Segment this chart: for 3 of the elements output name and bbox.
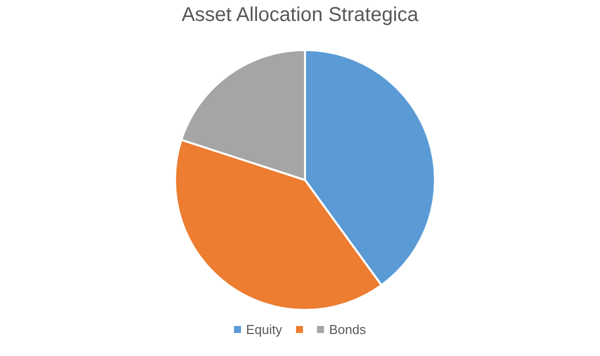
chart-title: Asset Allocation Strategica [180,4,420,27]
legend-label: Equity [246,322,282,337]
legend-label: Bonds [329,322,366,337]
